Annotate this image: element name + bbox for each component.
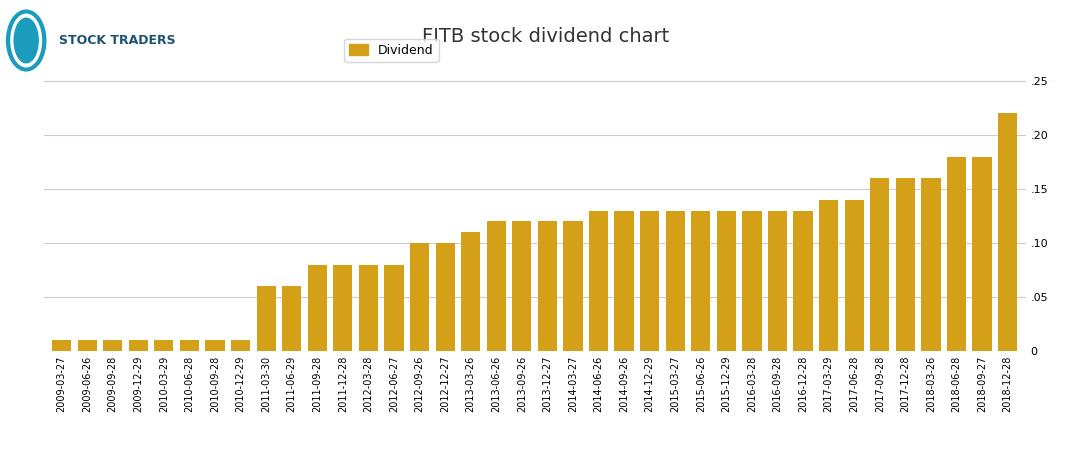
Bar [205,340,225,351]
Bar [692,211,710,351]
Bar [180,340,199,351]
Bar [793,211,813,351]
Bar [103,340,122,351]
Bar [563,221,583,351]
Bar [308,265,327,351]
Bar [819,200,838,351]
Bar [52,340,71,351]
Bar [359,265,377,351]
Bar [461,232,480,351]
Bar [589,211,608,351]
Bar [384,265,404,351]
Bar [844,200,864,351]
Bar [666,211,685,351]
Bar [972,157,992,351]
Bar [283,286,301,351]
Bar [742,211,762,351]
Text: STOCK TRADERS: STOCK TRADERS [59,34,176,47]
Bar [768,211,787,351]
Bar [256,286,276,351]
Bar [231,340,250,351]
Bar [333,265,352,351]
Ellipse shape [14,18,38,63]
Ellipse shape [7,10,46,71]
Bar [154,340,173,351]
Bar [921,178,940,351]
Bar [487,221,506,351]
Bar [538,221,558,351]
Bar [410,243,429,351]
Bar [998,113,1017,351]
Bar [129,340,148,351]
Ellipse shape [11,14,41,67]
Bar [871,178,889,351]
Legend: Dividend: Dividend [345,39,439,62]
Bar [640,211,659,351]
Bar [512,221,531,351]
Bar [614,211,634,351]
Bar [435,243,455,351]
Bar [947,157,967,351]
Bar [896,178,915,351]
Bar [77,340,97,351]
Bar [717,211,736,351]
Text: FITB stock dividend chart: FITB stock dividend chart [422,27,669,46]
